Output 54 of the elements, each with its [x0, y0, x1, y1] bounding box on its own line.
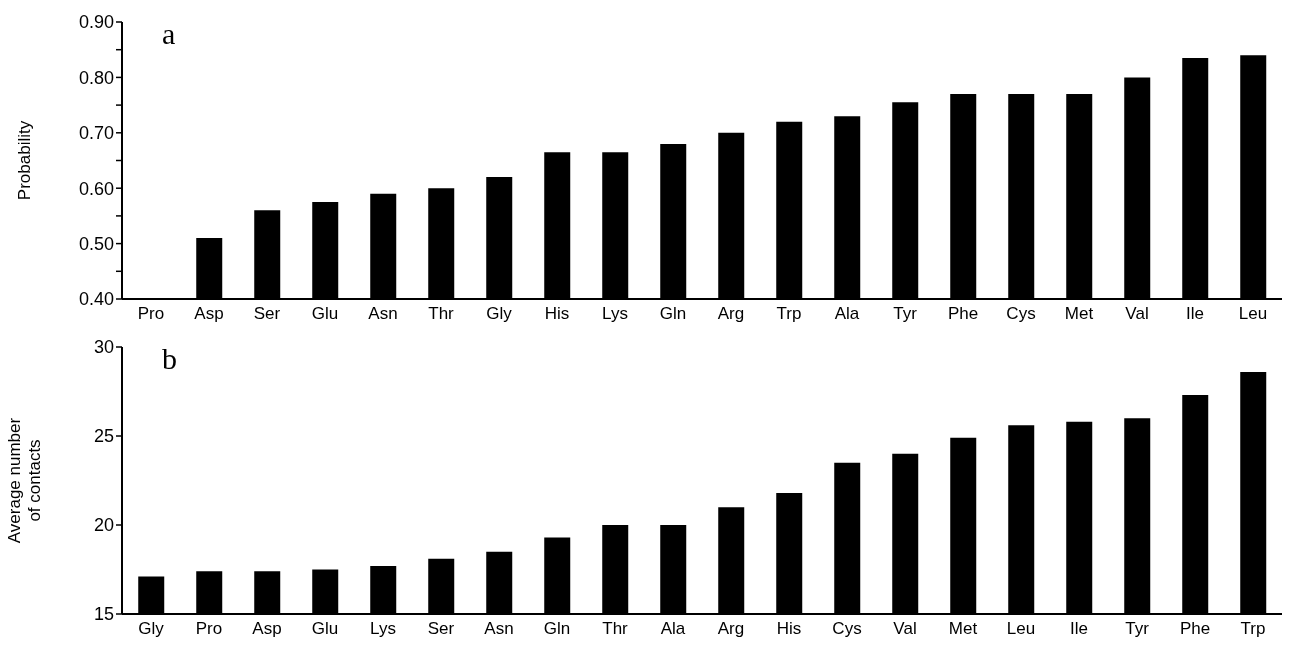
x-tick-label: Tyr	[893, 304, 918, 324]
y-tick-label: 0.90	[78, 12, 114, 33]
y-tick-label: 0.80	[78, 67, 114, 88]
x-tick-label: Pro	[195, 619, 223, 639]
x-tick-label: His	[776, 619, 802, 639]
x-tick-label: Leu	[1006, 619, 1036, 639]
x-tick-label: Met	[948, 619, 978, 639]
y-axis-title: Probability	[15, 120, 34, 201]
y-axis-title: Average number of contacts	[5, 417, 44, 544]
x-tick-label: Trp	[1240, 619, 1266, 639]
x-tick-label: Ala	[834, 304, 860, 324]
y-tick-label: 20	[93, 515, 114, 536]
x-tick-label: Trp	[776, 304, 802, 324]
x-tick-label: Gly	[138, 619, 165, 639]
x-tick-label: Met	[1064, 304, 1094, 324]
x-tick-label: Val	[893, 619, 917, 639]
x-tick-label: Leu	[1238, 304, 1268, 324]
y-tick-label: 0.50	[78, 233, 114, 254]
annotation: a	[162, 17, 176, 50]
y-tick-label: 0.60	[78, 178, 114, 199]
x-tick-label: Ser	[253, 304, 281, 324]
x-tick-label: Asp	[252, 619, 282, 639]
x-tick-label: Phe	[947, 304, 979, 324]
x-tick-label: Gln	[543, 619, 571, 639]
x-tick-label: His	[544, 304, 570, 324]
x-tick-label: Lys	[370, 619, 396, 639]
x-tick-label: Phe	[1179, 619, 1211, 639]
y-tick-label: 30	[93, 337, 114, 358]
x-tick-label: Pro	[137, 304, 165, 324]
annotation: b	[162, 342, 177, 375]
x-tick-label: Ile	[1070, 619, 1088, 639]
x-tick-label: Cys	[832, 619, 862, 639]
x-tick-label: Lys	[602, 304, 628, 324]
x-tick-label: Gly	[486, 304, 513, 324]
x-tick-label: Val	[1125, 304, 1149, 324]
y-tick-label: 0.40	[78, 289, 114, 310]
x-tick-label: Ile	[1186, 304, 1204, 324]
y-tick-label: 25	[93, 426, 114, 447]
y-tick-label: 0.70	[78, 123, 114, 144]
x-tick-label: Thr	[602, 619, 629, 639]
x-tick-label: Thr	[428, 304, 455, 324]
x-tick-label: Gln	[659, 304, 687, 324]
x-tick-label: Ser	[427, 619, 455, 639]
x-tick-label: Glu	[311, 304, 339, 324]
x-tick-label: Asn	[484, 619, 514, 639]
x-tick-label: Cys	[1006, 304, 1036, 324]
x-tick-label: Ala	[660, 619, 686, 639]
x-tick-label: Asn	[368, 304, 398, 324]
x-tick-label: Glu	[311, 619, 339, 639]
x-tick-label: Tyr	[1125, 619, 1150, 639]
x-tick-label: Asp	[194, 304, 224, 324]
y-tick-label: 15	[93, 604, 114, 625]
x-tick-label: Arg	[717, 304, 745, 324]
x-tick-label: Arg	[717, 619, 745, 639]
